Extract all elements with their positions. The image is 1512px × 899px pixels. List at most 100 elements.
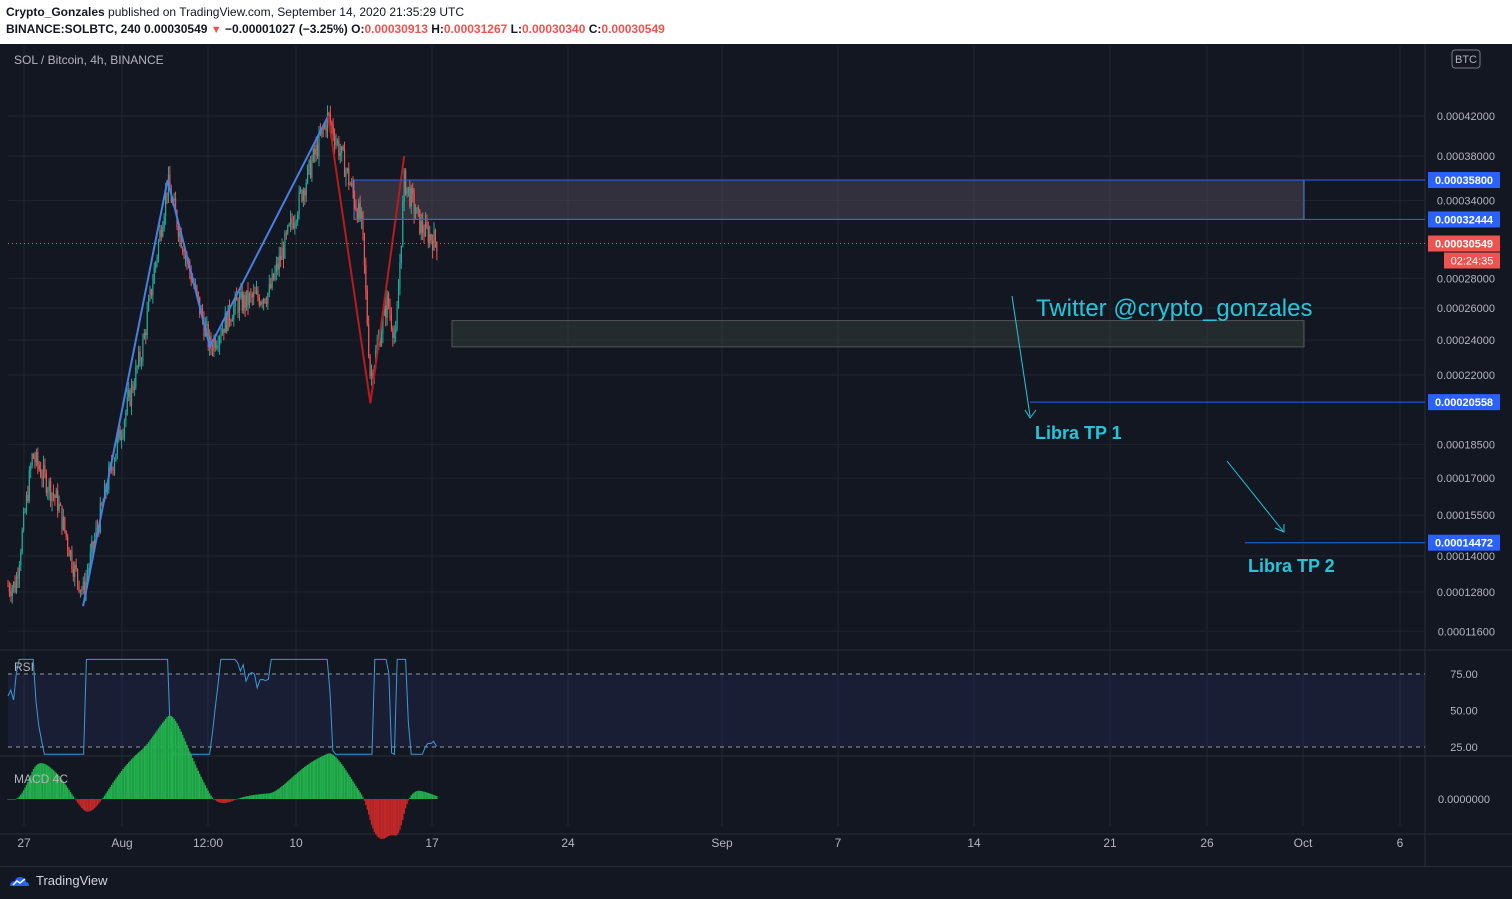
candle-body bbox=[332, 125, 334, 137]
macd-bar bbox=[62, 781, 65, 799]
candle-body bbox=[34, 458, 36, 463]
macd-bar bbox=[385, 799, 387, 838]
candle-body bbox=[17, 576, 19, 579]
macd-bar bbox=[197, 770, 199, 799]
tradingview-logo[interactable]: TradingView bbox=[8, 873, 108, 888]
annotations bbox=[1011, 295, 1285, 533]
macd-bar bbox=[420, 791, 422, 799]
author-name[interactable]: Crypto_Gonzales bbox=[6, 5, 105, 19]
candle-body bbox=[183, 251, 185, 259]
macd-bar bbox=[81, 799, 83, 809]
macd-bar bbox=[281, 786, 283, 799]
macd-bar bbox=[35, 765, 38, 799]
macd-bar bbox=[287, 781, 289, 799]
macd-bar bbox=[251, 795, 253, 799]
candle-body bbox=[236, 294, 238, 301]
price-tick: 0.00024000 bbox=[1437, 335, 1495, 347]
macd-bar bbox=[99, 799, 101, 802]
price-axis: 0.00042000 0.00038000 0.00034000 0.00028000… bbox=[1437, 111, 1495, 638]
candle-body bbox=[57, 490, 59, 511]
candle-body bbox=[419, 209, 421, 234]
macd-bar bbox=[241, 797, 243, 799]
macd-bar bbox=[220, 799, 222, 803]
candle-body bbox=[251, 294, 253, 298]
macd-bar bbox=[172, 717, 174, 799]
candle-body bbox=[84, 581, 86, 595]
candle-body bbox=[113, 461, 116, 471]
candle-body bbox=[363, 233, 366, 265]
candle-body bbox=[153, 267, 155, 284]
candle-body bbox=[50, 480, 52, 502]
time-tick: 12:00 bbox=[193, 836, 223, 850]
macd-bar bbox=[154, 732, 157, 799]
horizontal-lines: 0.00035800 0.00032444 0.00030549 02:24:35 0.… bbox=[8, 172, 1500, 551]
candle-body bbox=[160, 229, 162, 237]
macd-bar bbox=[379, 799, 381, 839]
macd-bar bbox=[325, 754, 327, 799]
candle-body bbox=[68, 548, 70, 557]
chart-area[interactable]: 0.00035800 0.00032444 0.00030549 02:24:35 0.… bbox=[0, 44, 1512, 866]
macd-bar bbox=[255, 794, 258, 799]
bullish-pattern-line bbox=[82, 115, 330, 607]
price-zones bbox=[353, 179, 1305, 348]
macd-bar bbox=[284, 783, 286, 799]
candle-body bbox=[288, 224, 290, 226]
candle-body bbox=[230, 321, 232, 323]
tp2-annotation: Libra TP 2 bbox=[1248, 556, 1335, 576]
candle-body bbox=[289, 218, 292, 225]
macd-bar bbox=[350, 779, 353, 799]
macd-bar bbox=[413, 792, 415, 799]
candle-body bbox=[147, 298, 150, 311]
macd-bar bbox=[304, 766, 306, 799]
candle-body bbox=[260, 302, 262, 305]
macd-bar bbox=[342, 766, 344, 799]
candle-body bbox=[321, 128, 323, 135]
candle-body bbox=[339, 153, 341, 157]
candle-body bbox=[352, 182, 354, 194]
macd-bar bbox=[183, 738, 185, 799]
open-value: 0.00030913 bbox=[364, 22, 428, 36]
time-tick: 21 bbox=[1103, 836, 1117, 850]
macd-bar bbox=[105, 793, 107, 799]
price-tick: 0.00014000 bbox=[1437, 551, 1495, 563]
macd-bar bbox=[21, 792, 23, 799]
currency-badge[interactable] bbox=[1451, 49, 1481, 69]
candle-body bbox=[275, 263, 277, 272]
macd-bar bbox=[147, 742, 150, 799]
macd-bar bbox=[331, 753, 333, 799]
macd-bar bbox=[189, 751, 191, 799]
candle-body bbox=[366, 290, 368, 325]
candle-body bbox=[390, 314, 392, 329]
candle-body bbox=[133, 387, 135, 390]
macd-bar bbox=[265, 793, 268, 799]
price-label-box bbox=[1428, 172, 1500, 189]
candle-body bbox=[82, 581, 84, 591]
macd-bar bbox=[184, 741, 187, 799]
candle-body bbox=[201, 308, 204, 320]
candle-body bbox=[264, 298, 266, 303]
candle-body bbox=[197, 292, 199, 297]
currency-badge-label: BTC bbox=[1455, 54, 1477, 66]
candle-body bbox=[258, 297, 260, 305]
candle-body bbox=[123, 420, 126, 435]
candle-body bbox=[297, 214, 299, 222]
tp1-annotation: Libra TP 1 bbox=[1035, 423, 1122, 443]
macd-bar bbox=[159, 726, 161, 799]
candle-body bbox=[224, 312, 226, 333]
macd-bar bbox=[345, 770, 347, 799]
candle-body bbox=[294, 222, 296, 228]
macd-bar bbox=[279, 787, 282, 799]
macd-bar bbox=[166, 717, 168, 799]
macd-bar bbox=[343, 768, 346, 799]
macd-bar bbox=[431, 794, 434, 799]
macd-bar bbox=[201, 779, 204, 799]
macd-bar bbox=[372, 799, 374, 829]
macd-bar bbox=[118, 774, 120, 799]
candle-body bbox=[414, 213, 417, 215]
macd-bar bbox=[115, 778, 117, 799]
candle-body bbox=[138, 351, 140, 367]
macd-bar bbox=[322, 755, 324, 799]
candle-body bbox=[362, 211, 364, 234]
macd-bar bbox=[91, 799, 93, 811]
chart-canvas[interactable]: 0.000358000.000324440.0003054902:24:350.… bbox=[0, 44, 1512, 866]
